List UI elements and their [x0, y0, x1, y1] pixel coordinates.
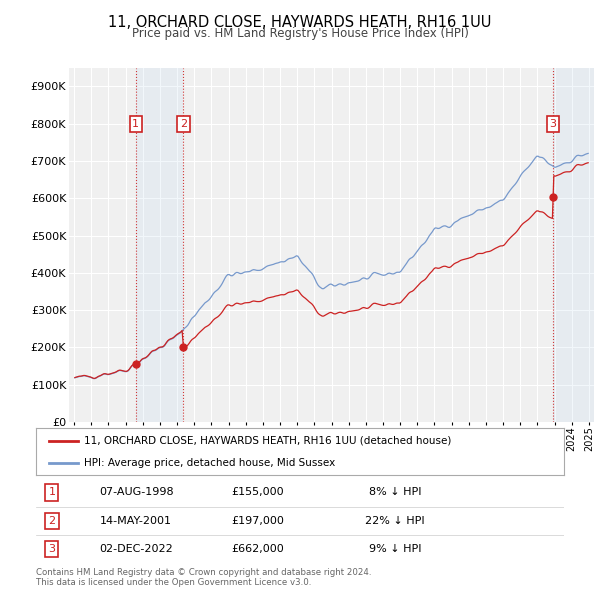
Text: 07-AUG-1998: 07-AUG-1998	[99, 487, 173, 497]
Text: 2: 2	[180, 119, 187, 129]
Text: HPI: Average price, detached house, Mid Sussex: HPI: Average price, detached house, Mid …	[83, 458, 335, 468]
Text: 14-MAY-2001: 14-MAY-2001	[100, 516, 172, 526]
Text: Price paid vs. HM Land Registry's House Price Index (HPI): Price paid vs. HM Land Registry's House …	[131, 27, 469, 40]
Text: 1: 1	[133, 119, 139, 129]
Text: 1: 1	[49, 487, 55, 497]
Text: 3: 3	[49, 544, 55, 554]
Text: 11, ORCHARD CLOSE, HAYWARDS HEATH, RH16 1UU: 11, ORCHARD CLOSE, HAYWARDS HEATH, RH16 …	[109, 15, 491, 30]
Bar	[553, 68, 594, 422]
Text: £155,000: £155,000	[232, 487, 284, 497]
Text: 02-DEC-2022: 02-DEC-2022	[100, 544, 173, 554]
Text: £662,000: £662,000	[232, 544, 284, 554]
Text: 8% ↓ HPI: 8% ↓ HPI	[369, 487, 421, 497]
Text: £197,000: £197,000	[232, 516, 284, 526]
Text: 2: 2	[48, 516, 55, 526]
Text: 22% ↓ HPI: 22% ↓ HPI	[365, 516, 425, 526]
Text: 11, ORCHARD CLOSE, HAYWARDS HEATH, RH16 1UU (detached house): 11, ORCHARD CLOSE, HAYWARDS HEATH, RH16 …	[83, 436, 451, 446]
Text: 3: 3	[550, 119, 557, 129]
Text: 9% ↓ HPI: 9% ↓ HPI	[369, 544, 421, 554]
Bar	[136, 68, 184, 422]
Text: Contains HM Land Registry data © Crown copyright and database right 2024.
This d: Contains HM Land Registry data © Crown c…	[36, 568, 371, 587]
